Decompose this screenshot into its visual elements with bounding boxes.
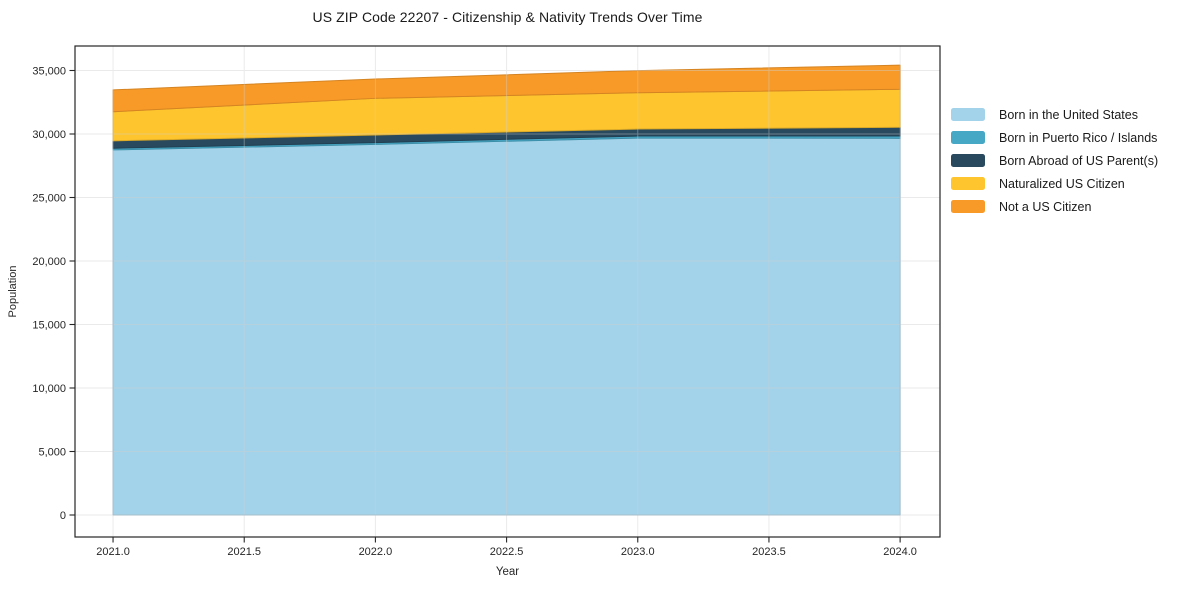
- svg-text:0: 0: [60, 510, 66, 522]
- svg-text:5,000: 5,000: [38, 446, 66, 458]
- area-band-4: [112, 64, 901, 113]
- svg-text:30,000: 30,000: [32, 129, 66, 141]
- legend-label: Naturalized US Citizen: [999, 176, 1125, 191]
- svg-text:2022.5: 2022.5: [490, 546, 524, 558]
- x-axis: 2021.0 2021.5 2022.0 2022.5 2023.0 2023.5 2024…: [96, 537, 917, 558]
- svg-text:2022.0: 2022.0: [359, 546, 393, 558]
- legend-item: Born in Puerto Rico / Islands: [951, 130, 1158, 145]
- legend-swatch: [951, 177, 985, 190]
- legend-label: Born in the United States: [999, 107, 1138, 122]
- svg-text:2021.5: 2021.5: [227, 546, 261, 558]
- svg-text:2023.0: 2023.0: [621, 546, 655, 558]
- gridlines: [75, 46, 940, 537]
- legend-label: Born in Puerto Rico / Islands: [999, 130, 1158, 145]
- legend-swatch: [951, 108, 985, 121]
- svg-text:15,000: 15,000: [32, 319, 66, 331]
- legend: Born in the United States Born in Puerto …: [951, 107, 1159, 214]
- chart-title: US ZIP Code 22207 - Citizenship & Nativi…: [312, 9, 703, 25]
- plot-frame: [74, 45, 941, 538]
- legend-item: Not a US Citizen: [951, 199, 1158, 214]
- x-axis-label: Year: [496, 566, 519, 578]
- legend-item: Born Abroad of US Parent(s): [951, 153, 1159, 168]
- legend-swatch: [951, 154, 985, 167]
- legend-item: Born in the United States: [951, 107, 1158, 122]
- svg-text:10,000: 10,000: [32, 383, 66, 395]
- legend-swatch: [951, 131, 985, 144]
- legend-swatch: [951, 200, 985, 213]
- svg-text:2024.0: 2024.0: [883, 546, 917, 558]
- area-series: [112, 64, 901, 516]
- svg-text:2021.0: 2021.0: [96, 546, 130, 558]
- svg-text:2023.5: 2023.5: [752, 546, 786, 558]
- svg-text:20,000: 20,000: [32, 256, 66, 268]
- svg-text:35,000: 35,000: [32, 65, 66, 77]
- svg-text:25,000: 25,000: [32, 192, 66, 204]
- y-axis: 0 5,000 10,000 15,000 20,000 25,000 30,000 35,0…: [32, 65, 75, 522]
- legend-label: Not a US Citizen: [999, 199, 1092, 214]
- y-axis-label: Population: [7, 266, 19, 318]
- legend-item: Naturalized US Citizen: [951, 176, 1158, 191]
- legend-label: Born Abroad of US Parent(s): [999, 153, 1159, 168]
